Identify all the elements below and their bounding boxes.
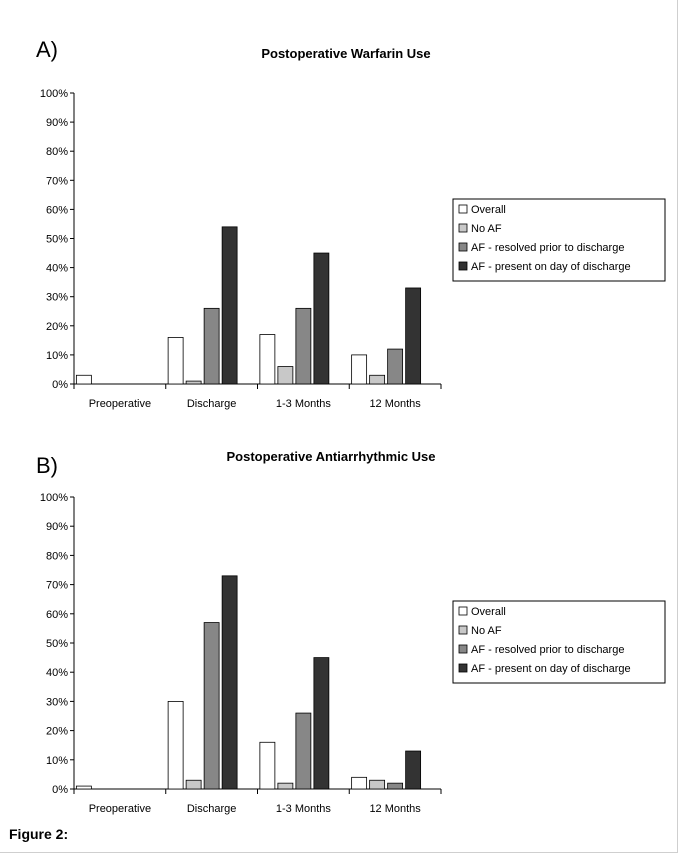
legend-label: AF - resolved prior to discharge (471, 242, 624, 254)
legend-label: No AF (471, 625, 502, 637)
y-tick-label: 100% (40, 492, 68, 504)
bar (185, 380, 202, 385)
legend-swatch (458, 223, 468, 233)
bar (405, 750, 422, 790)
bar (313, 657, 330, 790)
y-tick-label: 30% (46, 292, 68, 304)
bar (259, 741, 276, 790)
y-tick-label: 20% (46, 321, 68, 333)
legend-swatch (458, 261, 468, 271)
legend-swatch (458, 644, 468, 654)
bar (351, 354, 368, 385)
bar (203, 307, 220, 385)
y-tick-label: 70% (46, 175, 68, 187)
panel-label: A) (36, 37, 58, 62)
y-tick-label: 20% (46, 726, 68, 738)
bar (75, 374, 92, 385)
legend-label: AF - resolved prior to discharge (471, 644, 624, 656)
chart-panel-a: A) Postoperative Warfarin Use 0% 10% 20% 30% 4… (36, 37, 666, 410)
chart-panel-b: B) Postoperative Antiarrhythmic Use 0% 10% 2… (36, 449, 666, 815)
legend-swatch (458, 242, 468, 252)
legend-swatch (458, 606, 468, 616)
y-tick-label: 80% (46, 550, 68, 562)
y-tick-label: 40% (46, 263, 68, 275)
chart-title: Postoperative Warfarin Use (261, 46, 430, 61)
bar (167, 701, 184, 790)
y-tick-label: 40% (46, 667, 68, 679)
x-tick-label: Discharge (187, 398, 237, 410)
bar (221, 575, 238, 790)
bar (313, 252, 330, 385)
x-tick-label: Preoperative (89, 398, 151, 410)
bar (351, 776, 368, 790)
x-tick-label: 1-3 Months (276, 803, 332, 815)
y-tick-label: 10% (46, 755, 68, 767)
legend-box (452, 198, 666, 282)
bar (369, 779, 386, 790)
bar (277, 782, 294, 790)
y-tick-label: 0% (52, 784, 68, 796)
bar (369, 374, 386, 385)
x-tick-label: Preoperative (89, 803, 151, 815)
y-tick-label: 50% (46, 638, 68, 650)
y-tick-label: 50% (46, 234, 68, 246)
bar (203, 622, 220, 790)
y-tick-label: 90% (46, 117, 68, 129)
bar (185, 779, 202, 790)
y-tick-label: 30% (46, 696, 68, 708)
y-tick-label: 100% (40, 88, 68, 100)
y-tick-label: 60% (46, 609, 68, 621)
x-tick-label: 1-3 Months (276, 398, 332, 410)
bar (405, 287, 422, 385)
legend-label: No AF (471, 223, 502, 235)
bar (167, 337, 184, 385)
legend-label: AF - present on day of discharge (471, 663, 631, 675)
y-tick-label: 90% (46, 521, 68, 533)
y-tick-label: 60% (46, 204, 68, 216)
bar (387, 782, 404, 790)
x-tick-label: Discharge (187, 803, 237, 815)
bar (387, 348, 404, 385)
bar (75, 785, 92, 790)
bar (295, 307, 312, 385)
legend-label: AF - present on day of discharge (471, 261, 631, 273)
legend-swatch (458, 663, 468, 673)
y-tick-label: 70% (46, 580, 68, 592)
bar (221, 226, 238, 385)
bar (259, 334, 276, 385)
y-tick-label: 10% (46, 350, 68, 362)
bar (295, 712, 312, 790)
figure-caption: Figure 2: (9, 826, 69, 842)
y-tick-label: 0% (52, 379, 68, 391)
y-tick-label: 80% (46, 146, 68, 158)
panel-label: B) (36, 453, 58, 478)
legend-box (452, 600, 666, 684)
x-tick-label: 12 Months (369, 803, 421, 815)
legend-label: Overall (471, 204, 506, 216)
legend-swatch (458, 204, 468, 214)
legend-label: Overall (471, 606, 506, 618)
legend-swatch (458, 625, 468, 635)
chart-title: Postoperative Antiarrhythmic Use (226, 449, 435, 464)
bar (277, 366, 294, 385)
x-tick-label: 12 Months (369, 398, 421, 410)
